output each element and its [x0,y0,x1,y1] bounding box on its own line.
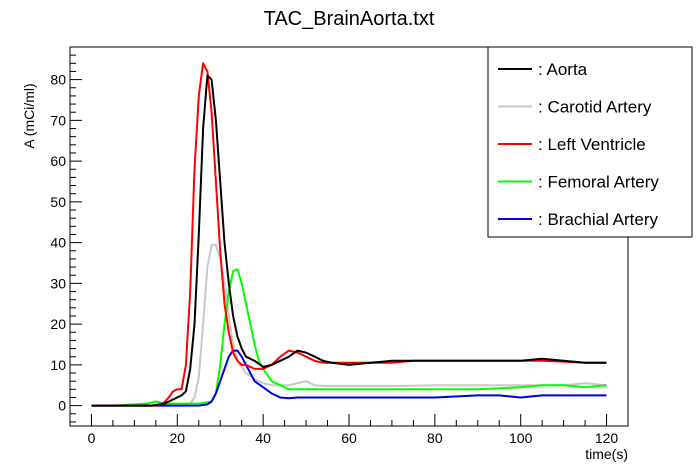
legend: : Aorta : Carotid Artery : Left Ventricle:… [487,46,693,238]
y-tick-label: 70 [50,112,66,128]
series-line-aorta [91,74,607,407]
legend-label-carotid-artery: : Carotid Artery [538,98,652,117]
y-tick-label: 0 [58,398,66,414]
legend-label-aorta: : Aorta [538,60,588,79]
x-tick-label: 40 [255,430,271,446]
y-axis-title: A (mCi/ml) [21,83,37,148]
chart-title: TAC_BrainAorta.txt [264,8,435,30]
series-line-femoral-artery [91,268,607,407]
x-tick-label: 100 [509,430,533,446]
y-tick-label: 60 [50,153,66,169]
legend-box [487,46,693,238]
x-axis-title: time(s) [585,446,628,462]
x-tick-label: 120 [595,430,619,446]
series-line-brachial-artery [91,349,607,407]
y-tick-label: 50 [50,194,66,210]
series-line-carotid-artery [91,243,607,407]
x-tick-label: 0 [88,430,96,446]
y-tick-label: 80 [50,72,66,88]
x-tick-label: 60 [341,430,357,446]
legend-label-brachial-artery: : Brachial Artery [538,210,658,229]
y-tick-label: 10 [50,357,66,373]
y-tick-label: 40 [50,235,66,251]
legend-label-femoral-artery: : Femoral Artery [538,173,659,192]
x-tick-label: 20 [170,430,186,446]
y-tick-label: 20 [50,316,66,332]
y-tick-label: 30 [50,275,66,291]
legend-label-left-ventricle: : Left Ventricle [538,135,646,154]
x-tick-label: 80 [427,430,443,446]
